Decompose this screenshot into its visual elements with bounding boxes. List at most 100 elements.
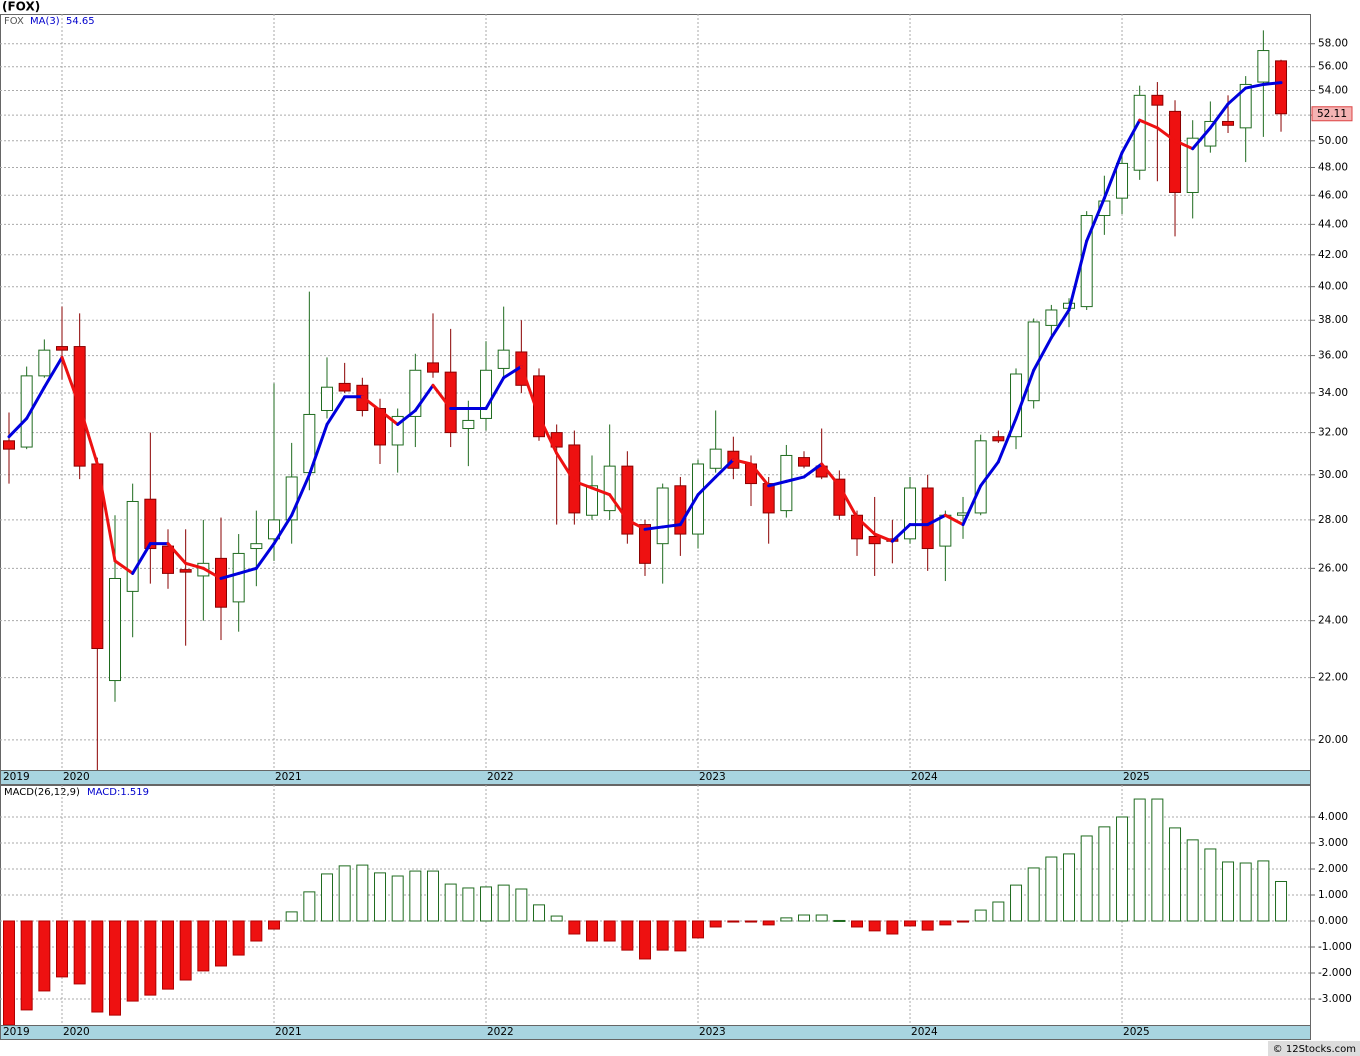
ma-segment (413, 383, 435, 412)
candle-body (232, 552, 245, 603)
macd-bar (126, 920, 139, 1002)
candle-body (1169, 110, 1182, 193)
candle-body (56, 346, 69, 351)
ma-segment (855, 516, 877, 536)
candle-body (762, 483, 775, 514)
y-tick-label: 20.00 (1318, 734, 1348, 746)
x-axis-strip (0, 770, 1311, 785)
macd-bar (20, 920, 33, 1011)
candle-body (38, 349, 51, 377)
candle-body (1275, 60, 1288, 115)
candle-body (3, 440, 15, 450)
ma-segment (1067, 239, 1089, 312)
ma-segment (219, 571, 241, 580)
ma-segment (237, 566, 258, 575)
macd-bar (939, 920, 952, 926)
ma-segment (537, 414, 559, 455)
candle-body (992, 436, 1005, 442)
legend-symbol: FOX (4, 16, 24, 27)
ma-segment (484, 376, 506, 411)
macd-bar (1257, 860, 1270, 922)
x-tick-label: 2024 (911, 771, 938, 783)
macd-bar (1098, 826, 1111, 922)
ma-segment (714, 458, 735, 479)
y-tick-label: 58.00 (1318, 38, 1348, 50)
candle-body (1186, 137, 1199, 193)
macd-bar (815, 914, 828, 922)
ma-segment (1244, 82, 1265, 90)
candle-body (904, 487, 917, 540)
macd-bar (515, 888, 528, 922)
macd-bar (603, 920, 616, 942)
macd-bar (1169, 827, 1182, 922)
ma-segment (1138, 118, 1159, 130)
y-tick-label: 44.00 (1318, 218, 1348, 230)
ma-segment (60, 355, 82, 409)
x-tick-label: 2022 (487, 771, 514, 783)
candle-body (674, 485, 687, 535)
y-tick-label: 42.00 (1318, 249, 1348, 261)
candle-body (109, 577, 122, 682)
macd-bar (1151, 798, 1164, 922)
candle-body (656, 487, 669, 545)
candle-body (250, 543, 263, 550)
candle-body (692, 463, 705, 535)
ma-segment (696, 475, 718, 497)
ma-segment (201, 566, 223, 580)
macd-bar (197, 920, 210, 972)
candle-body (268, 519, 281, 540)
ma-segment (979, 460, 1000, 488)
legend-ma: MA(3) (30, 16, 60, 27)
x-tick-label: 2023 (699, 1026, 726, 1038)
ma-segment (926, 513, 947, 527)
macd-bar (1133, 798, 1146, 922)
candle-body (1151, 94, 1164, 106)
candle-body (921, 487, 934, 550)
y-tick-label: 56.00 (1318, 61, 1348, 73)
x-tick-label: 2019 (3, 771, 30, 783)
ma-segment (961, 484, 983, 527)
ma-segment (431, 383, 453, 411)
macd-bar (391, 875, 404, 922)
candle-body (1045, 309, 1058, 326)
ma-segment (678, 493, 700, 527)
macd-bar (162, 920, 175, 990)
macd-bar (1080, 835, 1093, 922)
y-tick-label: 0.000 (1318, 915, 1348, 927)
y-tick-label: 50.00 (1318, 135, 1348, 147)
copyright: © 12Stocks.com (1273, 1044, 1356, 1055)
macd-bar (1186, 839, 1199, 922)
macd-bar (497, 884, 510, 922)
macd-bar (232, 920, 245, 956)
ma-segment (1191, 126, 1212, 151)
macd-bar (215, 920, 228, 967)
macd-bar (904, 920, 917, 927)
x-tick-label: 2024 (911, 1026, 938, 1038)
ma-segment (95, 462, 117, 563)
macd-bar (1239, 862, 1252, 922)
y-tick-label: -1.000 (1318, 941, 1352, 953)
ma-segment (307, 422, 329, 477)
ma-segment (502, 365, 523, 380)
macd-bar (1027, 867, 1040, 922)
ma-segment (184, 561, 205, 570)
macd-bar (268, 920, 281, 930)
candle-body (639, 524, 652, 564)
macd-bar (480, 886, 493, 922)
macd-bar (427, 870, 440, 922)
macd-bar (974, 909, 987, 922)
x-tick-label: 2022 (487, 1026, 514, 1038)
ma-segment (1120, 118, 1142, 155)
macd-bar (709, 920, 722, 928)
candle-body (621, 465, 634, 535)
macd-bar (798, 914, 811, 922)
y-tick-label: 32.00 (1318, 427, 1348, 439)
y-tick-label: 30.00 (1318, 469, 1348, 481)
ma-segment (360, 395, 382, 412)
ma-segment (802, 462, 824, 479)
x-tick-label: 2021 (275, 771, 302, 783)
y-tick-label: 48.00 (1318, 161, 1348, 173)
ma-segment (378, 408, 400, 426)
ma-segment (1208, 102, 1230, 130)
